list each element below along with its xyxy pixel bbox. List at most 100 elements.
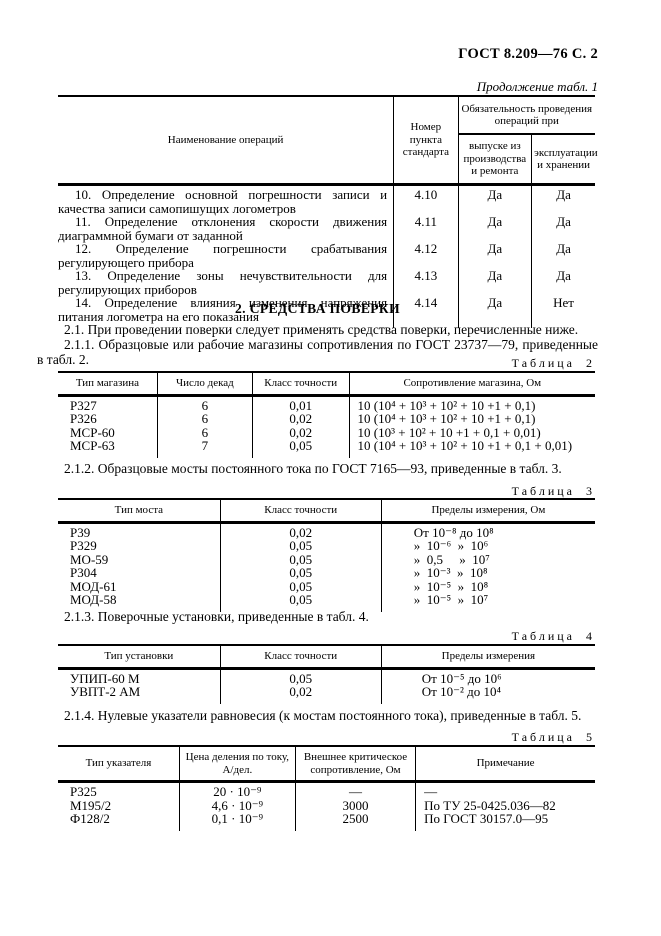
table-cell: МСР-63 (70, 438, 115, 453)
table-row: Р304 0,05» 10⁻³ » 10⁸ (58, 566, 595, 580)
table-cell: — (294, 781, 416, 799)
column-header: Тип указателя (85, 757, 152, 770)
table-row: 14. Определение влияния изменения напряж… (58, 296, 595, 328)
bridges-table: Тип моста Класс точности Пределы измерения… (58, 498, 595, 612)
column-header-production-release: выпуске из производства и ремонта (457, 134, 532, 185)
table-row: 10. Определение основной погрешности зап… (58, 184, 595, 216)
table-cell: Нет (531, 296, 595, 328)
column-header-clause-number: Номер пункта стандарта (393, 96, 459, 185)
table-cell: МОД-61 (70, 578, 117, 594)
table-cell: 4.11 (393, 215, 459, 242)
table-4-caption: Таблица 4 (511, 629, 595, 643)
column-header-mandatory-group: Обязательность проведения операций при (457, 96, 595, 135)
table-cell: 0,02 (251, 425, 350, 439)
table-cell: 10. Определение основной погрешности зап… (58, 187, 388, 216)
table-cell: 20 · 10⁻⁹ (178, 781, 296, 799)
table-cell: 6 (156, 395, 253, 412)
verification-units-table-header: Тип установки Класс точности Пределы измер… (58, 645, 595, 668)
table-cell: Р39 (70, 524, 91, 540)
table-cell: Р325 (70, 784, 97, 799)
table-cell: » 0,5 » 10⁷ (380, 552, 595, 566)
column-header-operations: Наименование операций (167, 133, 284, 146)
table-cell: Да (457, 242, 532, 269)
table-cell: Да (531, 184, 595, 215)
column-header: Класс точности (219, 499, 382, 522)
table-5-caption: Таблица 5 (511, 730, 595, 744)
table-cell: 0,02 (219, 685, 382, 704)
table-cell: УВПТ-2 АМ (70, 684, 141, 699)
table-cell: 0,01 (251, 395, 350, 412)
column-header: Внешнее критическое сопротивление, Ом (294, 746, 416, 782)
table-cell: 0,05 (251, 439, 350, 458)
table-cell: 10 (10³ + 10² + 10 +1 + 0,1 + 0,01) (348, 425, 595, 439)
column-header: Число декад (156, 372, 253, 395)
table-row: УВПТ-2 АМ 0,02 От 10⁻² до 10⁴ (58, 685, 595, 704)
table-cell: — (415, 781, 595, 799)
resistance-boxes-table-body: Р327 6 0,01 10 (10⁴ + 10³ + 10² + 10 +1 + 0… (58, 395, 595, 458)
table-cell: 0,02 (219, 522, 382, 539)
table-row: Р326 6 0,02 10 (10⁴ + 10³ + 10² + 10 +1 + 0… (58, 412, 595, 426)
column-header: Класс точности (251, 372, 350, 395)
table-cell: 6 (156, 412, 253, 426)
table-cell: 14. Определение влияния изменения напряж… (58, 295, 388, 324)
table-cell: МСР-60 (70, 424, 115, 440)
column-header: Сопротивление магазина, Ом (348, 372, 595, 395)
column-header: Примечание (415, 746, 595, 782)
table-cell: 4.13 (393, 269, 459, 296)
table-row: МСР-63 7 0,05 10 (10⁴ + 10³ + 10² + 10 +1 +… (58, 439, 595, 458)
table-cell: 4.14 (393, 296, 459, 328)
table-cell: 10 (10⁴ + 10³ + 10² + 10 +1 + 0,1) (348, 412, 595, 426)
table-row: Ф128/2 0,1 · 10⁻⁹ 2500 По ГОСТ 30157.0—95 (58, 812, 595, 831)
column-header: Тип магазина (75, 377, 139, 389)
column-header: Класс точности (219, 645, 382, 668)
bridges-table-header: Тип моста Класс точности Пределы измерения… (58, 499, 595, 522)
paragraph-2-1-4: 2.1.4. Нулевые указатели равновесия (к м… (64, 708, 582, 723)
null-indicators-table: Тип указателя Цена деления по току, А/дел… (58, 745, 595, 831)
table-cell: 0,05 (219, 668, 382, 685)
table-cell: Да (531, 242, 595, 269)
table-cell: Р304 (70, 565, 97, 580)
table-cell: 0,02 (251, 412, 350, 426)
table-cell: 0,05 (219, 552, 382, 566)
table-cell: 4.12 (393, 242, 459, 269)
table-cell: » 10⁻⁵ » 10⁷ (380, 593, 595, 612)
table-row: М195/2 4,6 · 10⁻⁹ 3000 По ТУ 25-0425.036—82 (58, 797, 595, 813)
table-row: Р329 0,05» 10⁻⁶ » 10⁶ (58, 539, 595, 553)
column-header: Пределы измерения, Ом (380, 499, 595, 522)
section-heading: 2. СРЕДСТВА ПОВЕРКИ (235, 301, 400, 316)
bridges-table-body: Р39 0,02 От 10⁻⁸ до 10⁸ Р329 0,05» 10⁻⁶ » 10… (58, 522, 595, 612)
operations-table-body: 10. Определение основной погрешности зап… (58, 184, 595, 328)
null-indicators-table-header: Тип указателя Цена деления по току, А/дел… (58, 746, 595, 782)
table-row: МОД-61 0,05» 10⁻⁵ » 10⁸ (58, 578, 595, 594)
table-cell: 0,1 · 10⁻⁹ (178, 812, 296, 831)
resistance-boxes-table: Тип магазина Число декад Класс точности Соп… (58, 371, 595, 458)
column-header: Цена деления по току, А/дел. (178, 746, 296, 782)
table-cell: 3000 (294, 798, 416, 812)
table-cell: 0,05 (219, 593, 382, 612)
table-cell: По ТУ 25-0425.036—82 (415, 798, 595, 812)
table-2-caption: Таблица 2 (511, 356, 595, 370)
table-cell: » 10⁻⁵ » 10⁸ (380, 579, 595, 593)
column-header: Тип установки (104, 650, 174, 662)
table-cell: От 10⁻² до 10⁴ (380, 685, 595, 704)
table-cell: МО-59 (70, 551, 109, 567)
table-row: 11. Определение отклонения скорости движ… (58, 215, 595, 242)
table-cell: Р329 (70, 538, 97, 553)
table-cell: 6 (156, 425, 253, 439)
table-cell: 0,05 (219, 539, 382, 553)
table-cell: 12. Определение погрешности срабатывания… (58, 241, 388, 270)
paragraph-2-1-3: 2.1.3. Поверочные установки, приведенные… (64, 609, 369, 624)
table-cell: 2500 (294, 812, 416, 831)
table-row: УПИП-60 М 0,05 От 10⁻⁵ до 10⁶ (58, 668, 595, 685)
table-row: Р327 6 0,01 10 (10⁴ + 10³ + 10² + 10 +1 + 0… (58, 395, 595, 412)
table-cell: Да (457, 184, 532, 215)
null-indicators-table-body: Р325 20 · 10⁻⁹ — — М195/2 4,6 · 10⁻⁹ 3000 По ТУ… (58, 781, 595, 831)
table-cell: Да (457, 215, 532, 242)
table-3-caption: Таблица 3 (511, 484, 595, 498)
table-cell: 13. Определение зоны нечувствительности … (58, 268, 388, 297)
table-cell: Да (531, 215, 595, 242)
table-cell: Да (531, 269, 595, 296)
table-cell: М195/2 (70, 797, 112, 813)
table-row: МСР-60 6 0,02 10 (10³ + 10² + 10 +1 + 0,1 +… (58, 424, 595, 440)
